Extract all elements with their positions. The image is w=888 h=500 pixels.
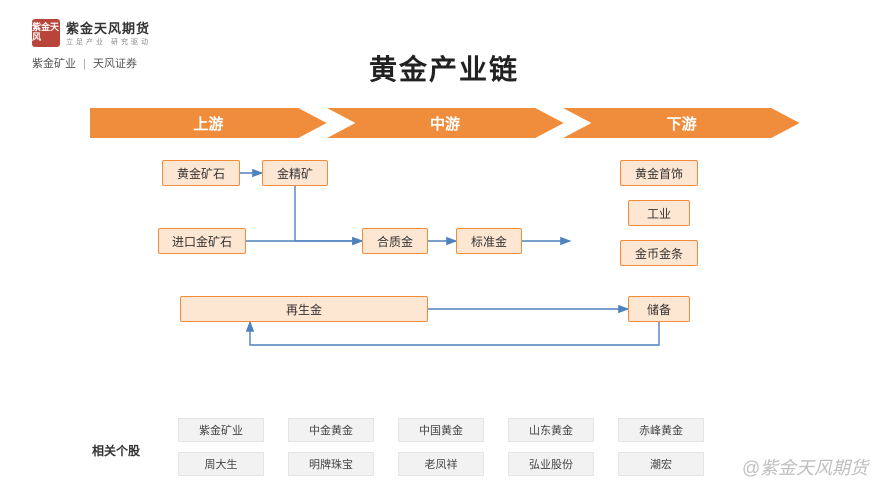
stock-cell: 明牌珠宝 (288, 452, 374, 476)
stock-cell: 中金黄金 (288, 418, 374, 442)
stage-label: 中游 (430, 113, 460, 134)
edge-concentrate-dore-gold (295, 186, 362, 241)
stage-label: 下游 (667, 113, 697, 134)
node-dore-gold: 合质金 (362, 228, 428, 254)
stock-cell: 弘业股份 (508, 452, 594, 476)
node-imported-ore: 进口金矿石 (158, 228, 246, 254)
stock-cell: 周大生 (178, 452, 264, 476)
stock-cell: 山东黄金 (508, 418, 594, 442)
node-recycled-gold: 再生金 (180, 296, 428, 322)
node-jewelry: 黄金首饰 (620, 160, 698, 186)
stock-cell: 紫金矿业 (178, 418, 264, 442)
stock-cell: 老凤祥 (398, 452, 484, 476)
node-coin-bar: 金币金条 (620, 240, 698, 266)
stock-cell: 中国黄金 (398, 418, 484, 442)
watermark: @紫金天风期货 (742, 454, 868, 480)
node-concentrate: 金精矿 (262, 160, 328, 186)
stock-cell: 赤峰黄金 (618, 418, 704, 442)
node-industrial: 工业 (628, 200, 690, 226)
node-standard-gold: 标准金 (456, 228, 522, 254)
stage-label: 上游 (193, 113, 223, 134)
stock-cell: 潮宏 (618, 452, 704, 476)
edge-reserve-upstream (250, 322, 659, 345)
node-reserve: 储备 (628, 296, 690, 322)
related-stocks-label: 相关个股 (92, 442, 140, 459)
node-gold-ore: 黄金矿石 (162, 160, 240, 186)
